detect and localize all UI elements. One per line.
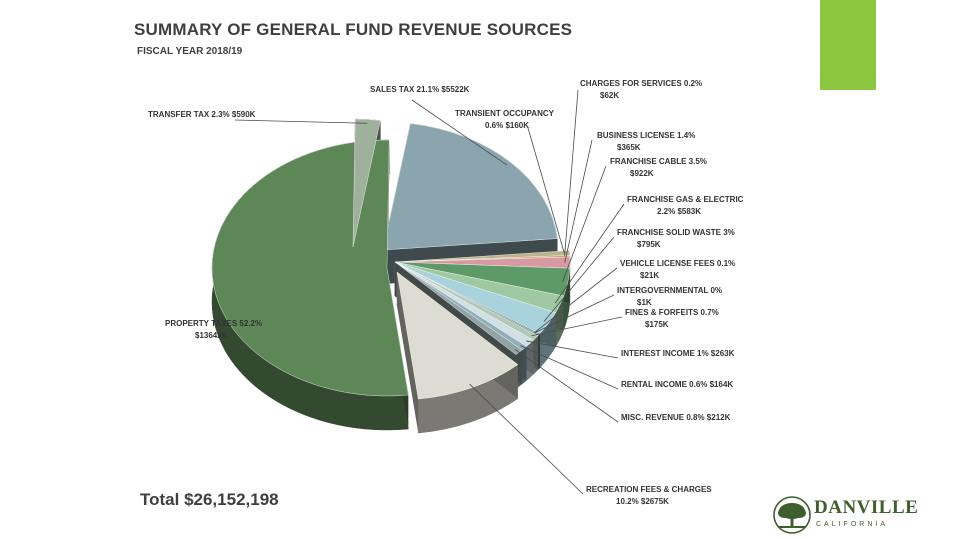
slice-label: FRANCHISE SOLID WASTE 3% $795K (617, 228, 735, 249)
chart-subtitle: FISCAL YEAR 2018/19 (137, 46, 243, 57)
logo-subtitle: CALIFORNIA (816, 521, 889, 528)
slice-label: RENTAL INCOME 0.6% $164K (621, 380, 733, 389)
danville-logo: DANVILLE CALIFORNIA (772, 495, 922, 537)
slice-label: SALES TAX 21.1% $5522K (370, 85, 470, 94)
leader-line (525, 340, 619, 359)
slice-label: VEHICLE LICENSE FEES 0.1% $21K (620, 259, 735, 280)
pie-slice-transfer-tax (352, 118, 381, 248)
slice-labels: SALES TAX 21.1% $5522K TRANSIENT OCCUPANC… (148, 79, 744, 506)
accent-bar (820, 0, 876, 90)
pie-slice-tops (211, 118, 571, 400)
pie-slice-sales-tax (382, 123, 558, 251)
slice-label: BUSINESS LICENSE 1.4% $365K (597, 131, 695, 152)
slice-label: INTERGOVERNMENTAL 0% $1K (617, 286, 722, 307)
leader-line (534, 267, 618, 333)
leader-line (562, 165, 607, 282)
slice-label: CHARGES FOR SERVICES 0.2% $62K (580, 79, 702, 100)
slice-label: RECREATION FEES & CHARGES 10.2% $2675K (586, 485, 712, 506)
leader-lines (234, 89, 625, 495)
leader-line (564, 139, 593, 263)
leader-line (411, 99, 508, 166)
chart-title: SUMMARY OF GENERAL FUND REVENUE SOURCES (134, 20, 573, 39)
oak-tree-icon (773, 496, 811, 534)
slice-label: TRANSFER TAX 2.3% $590K (148, 110, 256, 119)
leader-line (564, 89, 579, 257)
leader-line (234, 119, 368, 124)
leader-line (543, 236, 615, 322)
leader-line (531, 316, 623, 337)
slice-label: FRANCHISE GAS & ELECTRIC 2.2% $583K (627, 195, 744, 216)
pie-slice-recreation-fees-charges (396, 271, 519, 400)
leader-line (520, 345, 619, 390)
leader-line (527, 127, 565, 254)
slice-label: INTEREST INCOME 1% $263K (621, 349, 735, 358)
leader-line (534, 294, 615, 334)
leader-line (554, 203, 625, 304)
slice-label: FINES & FORFEITS 0.7% $175K (625, 308, 719, 329)
slice-label: TRANSIENT OCCUPANCY 0.6% $160K (455, 109, 555, 130)
leader-line (469, 383, 584, 495)
logo-wordmark: DANVILLE (814, 497, 919, 518)
leader-line (515, 349, 619, 423)
slice-label: MISC. REVENUE 0.8% $212K (621, 413, 731, 422)
slice-label: FRANCHISE CABLE 3.5% $922K (610, 157, 707, 178)
slice-label: PROPERTY TAXES 52.2% $13642K (165, 319, 262, 340)
slice-wall (397, 272, 419, 434)
total-label: Total $26,152,198 (140, 490, 279, 509)
